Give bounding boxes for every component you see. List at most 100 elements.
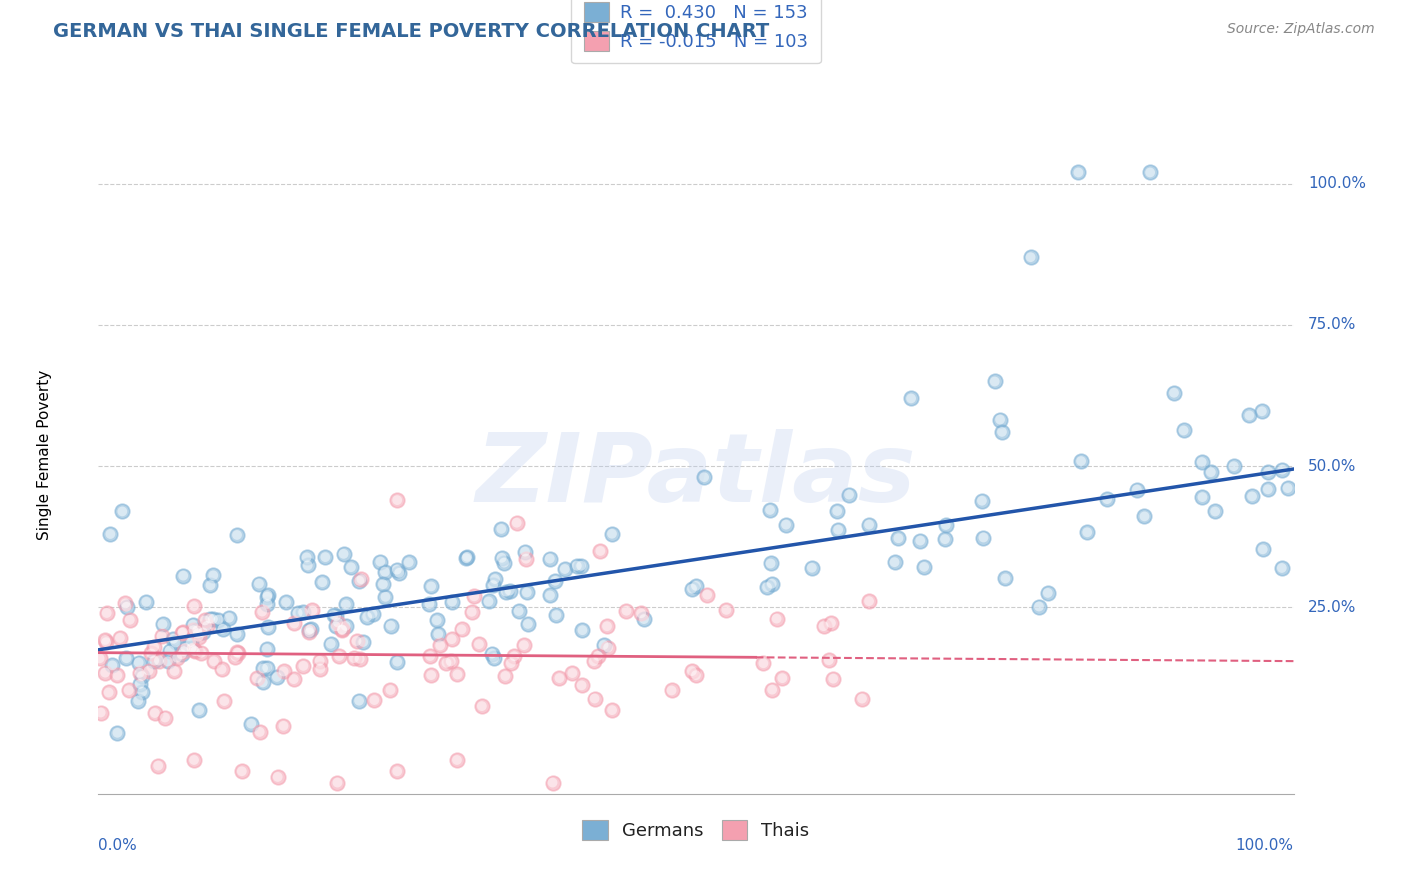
Point: [1251, 542, 1274, 557]
Point: [301, 603, 323, 617]
Point: [991, 425, 1014, 439]
Point: [325, 619, 347, 633]
Point: [226, 645, 249, 659]
Point: [387, 655, 409, 669]
Point: [1067, 165, 1090, 179]
Point: [226, 528, 249, 542]
Point: [218, 610, 240, 624]
Point: [225, 627, 247, 641]
Point: [900, 392, 922, 406]
Point: [589, 544, 612, 558]
Point: [1277, 481, 1299, 495]
Point: [561, 666, 583, 681]
Text: Single Female Poverty: Single Female Poverty: [37, 370, 52, 540]
Point: [681, 582, 703, 596]
Point: [162, 632, 184, 646]
Point: [858, 517, 880, 532]
Point: [548, 671, 571, 685]
Point: [1240, 489, 1263, 503]
Point: [970, 493, 993, 508]
Text: GERMAN VS THAI SINGLE FEMALE POVERTY CORRELATION CHART: GERMAN VS THAI SINGLE FEMALE POVERTY COR…: [53, 22, 769, 41]
Point: [170, 648, 193, 662]
Point: [231, 764, 253, 779]
Point: [1199, 465, 1222, 479]
Point: [340, 560, 363, 574]
Point: [200, 578, 222, 592]
Text: 100.0%: 100.0%: [1236, 838, 1294, 853]
Point: [582, 654, 605, 668]
Point: [172, 568, 194, 582]
Point: [565, 558, 588, 573]
Point: [181, 617, 204, 632]
Point: [195, 619, 218, 633]
Point: [970, 493, 993, 508]
Point: [374, 565, 396, 579]
Point: [685, 579, 707, 593]
Point: [800, 561, 823, 575]
Point: [752, 657, 775, 671]
Point: [984, 375, 1007, 389]
Point: [326, 775, 349, 789]
Point: [633, 612, 655, 626]
Point: [446, 753, 468, 767]
Point: [267, 770, 290, 784]
Point: [188, 703, 211, 717]
Point: [108, 631, 131, 645]
Point: [440, 655, 463, 669]
Point: [630, 607, 652, 621]
Point: [827, 523, 849, 537]
Point: [256, 597, 278, 611]
Point: [226, 528, 249, 542]
Point: [935, 518, 957, 533]
Point: [569, 558, 592, 573]
Point: [198, 611, 221, 625]
Point: [513, 544, 536, 558]
Point: [495, 584, 517, 599]
Point: [156, 655, 179, 669]
Point: [571, 623, 593, 637]
Point: [681, 664, 703, 678]
Point: [991, 425, 1014, 439]
Point: [498, 583, 520, 598]
Point: [756, 580, 779, 594]
Point: [499, 656, 522, 670]
Point: [283, 616, 305, 631]
Point: [385, 563, 408, 577]
Point: [107, 726, 129, 740]
Point: [273, 719, 295, 733]
Point: [592, 638, 614, 652]
Point: [883, 555, 905, 569]
Point: [388, 566, 411, 580]
Point: [1191, 455, 1213, 469]
Point: [224, 649, 246, 664]
Point: [311, 575, 333, 590]
Point: [143, 706, 166, 720]
Point: [1095, 492, 1118, 507]
Point: [187, 626, 209, 640]
Point: [1095, 492, 1118, 507]
Point: [97, 685, 120, 699]
Point: [266, 670, 288, 684]
Point: [716, 603, 738, 617]
Point: [183, 599, 205, 613]
Point: [1163, 385, 1185, 400]
Point: [463, 590, 485, 604]
Point: [292, 658, 315, 673]
Point: [211, 662, 233, 676]
Point: [131, 684, 153, 698]
Point: [910, 533, 932, 548]
Point: [200, 578, 222, 592]
Point: [503, 649, 526, 664]
Point: [89, 651, 111, 665]
Point: [765, 612, 787, 626]
Point: [138, 664, 160, 678]
Point: [1250, 404, 1272, 418]
Point: [681, 582, 703, 596]
Point: [115, 599, 138, 614]
Point: [385, 764, 409, 779]
Point: [761, 576, 783, 591]
Point: [325, 609, 347, 624]
Point: [481, 647, 503, 661]
Point: [183, 623, 205, 637]
Point: [1133, 509, 1156, 524]
